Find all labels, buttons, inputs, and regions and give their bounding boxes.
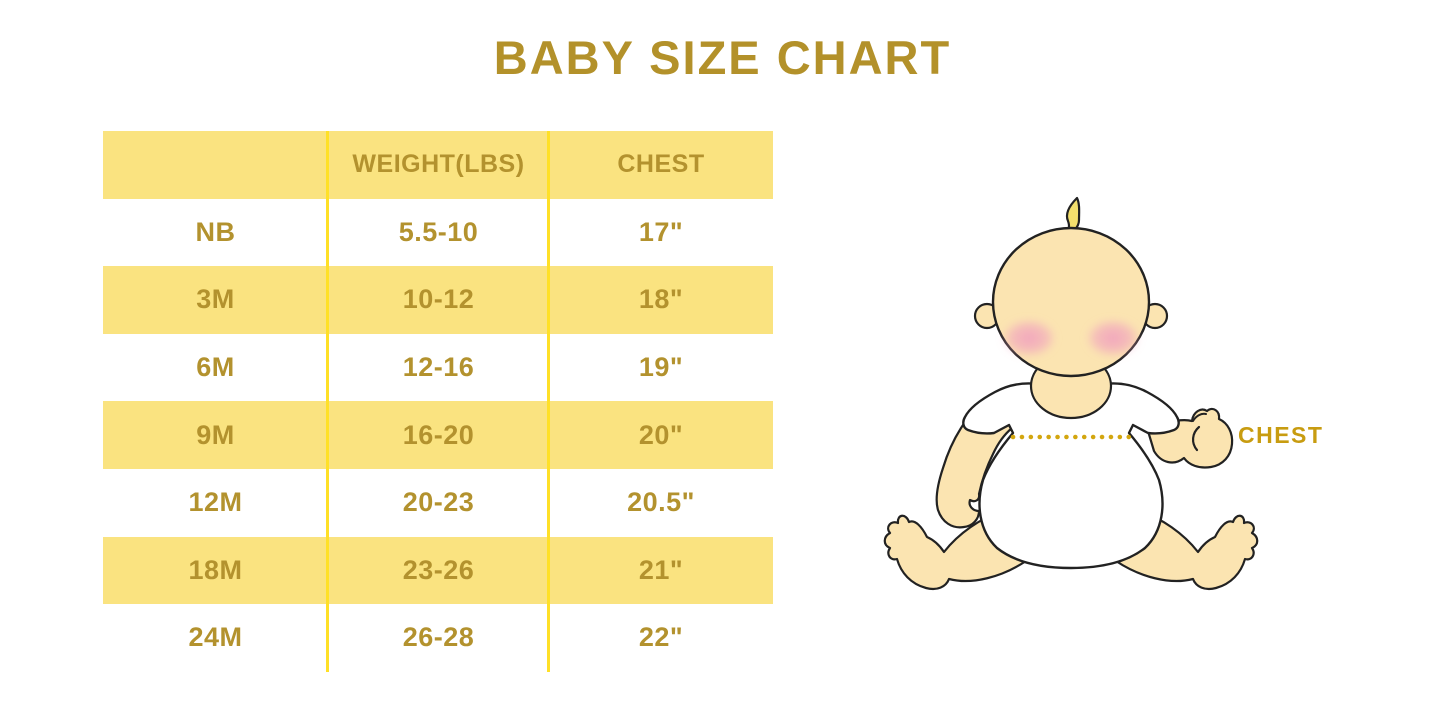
table-row: 9M 16-20 20" (103, 401, 773, 469)
chest-measurement-label: CHEST (1238, 422, 1324, 448)
cell-chest: 18" (638, 284, 684, 315)
table-row: 18M 23-26 21" (103, 536, 773, 605)
baby-thumb-crease-line (1192, 412, 1207, 422)
cell-weight: 12-16 (402, 352, 475, 383)
table-row: 6M 12-16 19" (103, 334, 773, 402)
header-cell-size (103, 131, 328, 199)
cell-size: 3M (196, 284, 235, 315)
table-row: 12M 20-23 20.5" (103, 469, 773, 537)
table-row: NB 5.5-10 17" (103, 199, 773, 267)
cell-size: NB (195, 216, 236, 247)
cell-chest: 19" (638, 352, 684, 383)
baby-right-cheek (1086, 319, 1140, 357)
header-cell-weight: WEIGHT(LBS) (352, 150, 525, 179)
size-table: WEIGHT(LBS) CHEST NB 5.5-10 17" 3M 10-12… (103, 131, 773, 672)
cell-weight: 16-20 (402, 419, 475, 450)
column-divider (547, 131, 550, 672)
table-row: 24M 26-28 22" (103, 604, 773, 672)
baby-fist-knuckle-line (1192, 425, 1201, 452)
cell-chest: 20.5" (627, 487, 695, 518)
cell-size: 6M (196, 352, 235, 383)
cell-weight: 5.5-10 (398, 216, 479, 247)
cell-weight: 26-28 (402, 622, 475, 653)
table-header-row: WEIGHT(LBS) CHEST (103, 131, 773, 199)
cell-chest: 22" (638, 622, 684, 653)
baby-onesie (962, 382, 1180, 570)
cell-size: 24M (188, 622, 243, 653)
table-row: 3M 10-12 18" (103, 266, 773, 334)
cell-chest: 17" (638, 216, 684, 247)
cell-weight: 10-12 (402, 284, 475, 315)
baby-left-cheek (1002, 319, 1056, 357)
cell-size: 9M (196, 419, 235, 450)
baby-illustration (883, 196, 1259, 591)
cell-size: 12M (188, 487, 243, 518)
cell-size: 18M (188, 554, 243, 585)
cell-weight: 20-23 (402, 487, 475, 518)
header-cell-chest: CHEST (617, 150, 705, 179)
page-title: BABY SIZE CHART (493, 31, 952, 84)
column-divider (326, 131, 329, 672)
cell-chest: 21" (638, 554, 684, 585)
cell-chest: 20" (638, 419, 684, 450)
cell-weight: 23-26 (402, 554, 475, 585)
